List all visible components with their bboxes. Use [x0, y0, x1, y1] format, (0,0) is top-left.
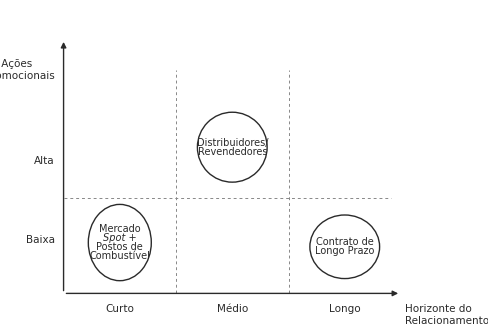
- Text: Mercado: Mercado: [99, 224, 141, 234]
- Text: Longo: Longo: [328, 304, 360, 314]
- Text: de Ações
Promocionais: de Ações Promocionais: [0, 59, 55, 81]
- Text: Alta: Alta: [34, 156, 55, 166]
- Text: Baixa: Baixa: [25, 235, 55, 245]
- Text: Distribuidores/: Distribuidores/: [196, 138, 267, 148]
- Text: Longo Prazo: Longo Prazo: [314, 246, 374, 256]
- Text: Contrato de: Contrato de: [315, 237, 373, 247]
- Text: Horizonte do
Relacionamento: Horizonte do Relacionamento: [405, 304, 488, 326]
- Text: Postos de: Postos de: [96, 242, 143, 252]
- Text: Curto: Curto: [105, 304, 134, 314]
- Text: Médio: Médio: [216, 304, 247, 314]
- Text: Combustível: Combustível: [89, 251, 150, 261]
- Text: Revendedores: Revendedores: [197, 147, 266, 157]
- Text: Spot +: Spot +: [103, 233, 136, 243]
